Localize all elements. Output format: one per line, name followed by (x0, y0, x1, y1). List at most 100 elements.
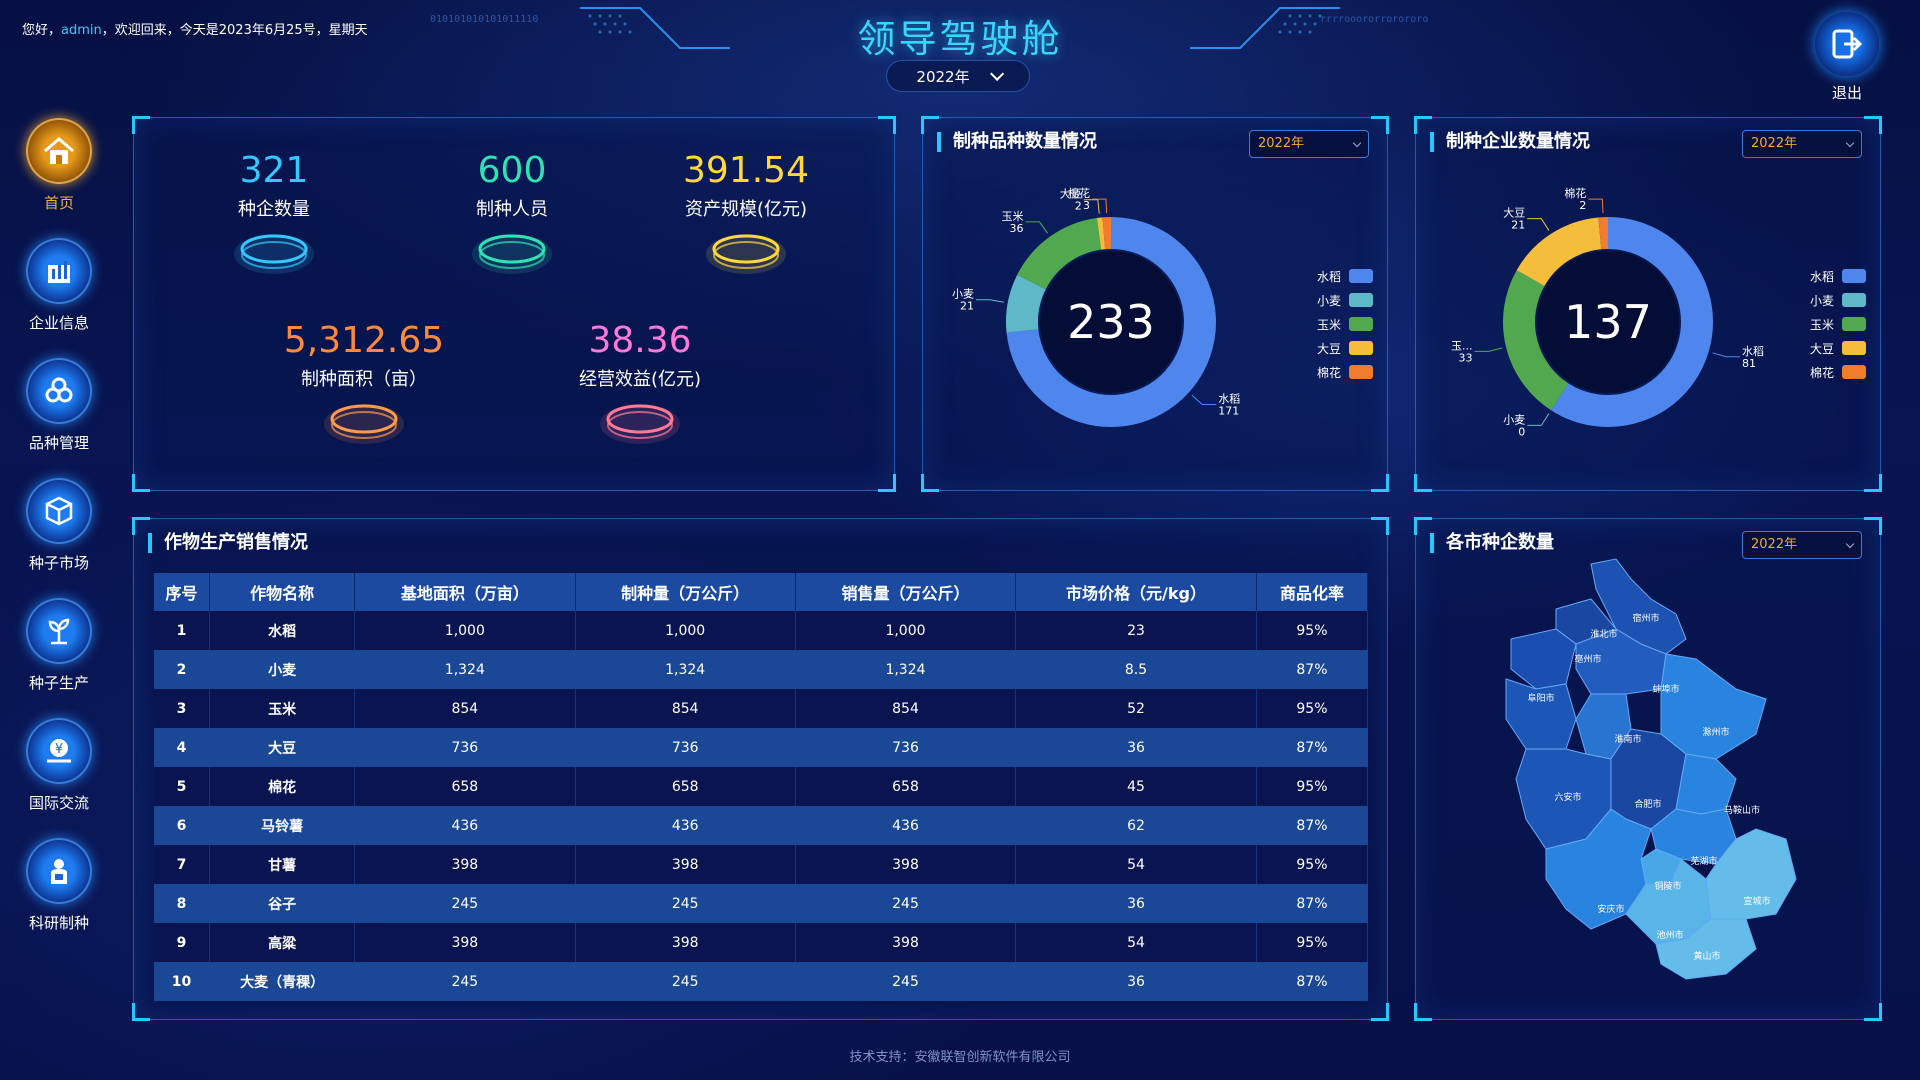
stat-value: 600 (477, 150, 547, 191)
legend-item[interactable]: 小麦 (1786, 288, 1866, 312)
header-decoration-left: 010101010101011110 (430, 7, 730, 49)
enterprise-legend: 水稻小麦玉米大豆 棉花 (1786, 264, 1866, 384)
donut-slice-玉米[interactable] (1503, 270, 1569, 411)
legend-item[interactable]: 棉花 (1293, 360, 1373, 384)
stat-value: 5,312.65 (283, 320, 445, 361)
donut-label-name: 小麦 (952, 288, 974, 301)
exchange-icon: ¥ (26, 718, 92, 784)
map-year-select[interactable]: 2022年 (1742, 531, 1862, 559)
panel-title: 作物生产销售情况 (148, 533, 308, 553)
donut-slice-大豆[interactable] (1096, 217, 1106, 250)
sidebar-item-home[interactable]: 首页 (18, 118, 100, 238)
table-cell: 1 (154, 611, 211, 650)
table-cell: 95% (1256, 767, 1369, 806)
table-row: 7 甘薯 398 398 398 54 95% (154, 845, 1369, 884)
map-region-fuyang (1505, 678, 1577, 750)
map-region-huangshan (1655, 918, 1757, 980)
donut-leader-line (1025, 221, 1049, 234)
table-header-cell: 销售量（万公斤） (795, 573, 1017, 611)
donut-leader-line (1191, 394, 1217, 405)
map-region-bozhou (1510, 628, 1577, 690)
variety-legend: 水稻 小麦 玉米大豆棉花 (1293, 264, 1373, 384)
donut-slice-玉米[interactable] (1017, 217, 1102, 290)
donut-slice-小麦[interactable] (1006, 274, 1047, 333)
sidebar-item-variety[interactable]: 品种管理 (18, 358, 100, 478)
donut-leader-line (1527, 413, 1550, 426)
variety-year-select[interactable]: 2022年 (1249, 130, 1369, 158)
table-cell: 玉米 (209, 689, 356, 728)
sidebar-nav: 首页 企业信息 品种管理 种子市场 种子生产 ¥ 国际交流 科研制种 (18, 118, 100, 958)
map-city-label: 黄山市 (1693, 950, 1720, 962)
panel-title: 制种企业数量情况 (1430, 132, 1590, 152)
sidebar-item-market[interactable]: 种子市场 (18, 478, 100, 598)
map-city-label: 滁州市 (1702, 726, 1729, 738)
table-cell: 5 (154, 767, 211, 806)
donut-slice-水稻[interactable] (1551, 217, 1713, 427)
donut-leader-line (1527, 218, 1550, 231)
footer-credit: 技术支持：安徽联智创新软件有限公司 (849, 1050, 1071, 1065)
donut-label-name: 水稻 (1218, 392, 1240, 405)
legend-item[interactable]: 大豆 (1786, 336, 1866, 360)
sidebar-item-production[interactable]: 种子生产 (18, 598, 100, 718)
table-cell: 棉花 (209, 767, 356, 806)
stat-enterprise-count: 321 种企数量 (164, 150, 384, 279)
map-city-label: 马鞍山市 (1724, 804, 1760, 816)
legend-label: 玉米 (1809, 317, 1834, 332)
table-cell: 1,324 (354, 650, 576, 689)
building-icon (26, 238, 92, 304)
table-cell: 54 (1015, 923, 1257, 962)
table-cell: 4 (154, 728, 211, 767)
table-cell: 小麦 (209, 650, 356, 689)
map-city-label: 宣城市 (1743, 895, 1770, 907)
legend-item[interactable]: 大豆 (1293, 336, 1373, 360)
table-cell: 87% (1256, 650, 1369, 689)
table-header-cell: 作物名称 (209, 573, 356, 611)
donut-label-name: 大豆 (1503, 206, 1525, 220)
legend-item[interactable]: 棉花 (1786, 360, 1866, 384)
table-cell: 1,000 (354, 611, 576, 650)
donut-label-value: 33 (1459, 351, 1473, 364)
select-value: 2022年 (1751, 537, 1798, 552)
province-map: 宿州市 淮北市 亳州市 阜阳市 蚌埠市 淮南市 滁州市 六安市 合肥市 马鞍山市… (1505, 558, 1797, 980)
sidebar-item-label: 科研制种 (28, 914, 89, 932)
legend-item[interactable]: 玉米 (1786, 312, 1866, 336)
donut-label-value: 36 (1010, 222, 1024, 235)
donut-slice-水稻[interactable] (1006, 217, 1216, 427)
legend-item[interactable]: 玉米 (1293, 312, 1373, 336)
donut-leader-line (976, 299, 1004, 303)
table-cell: 大麦（青稞） (209, 962, 356, 1001)
stat-value: 391.54 (683, 150, 809, 191)
legend-item[interactable]: 水稻 (1786, 264, 1866, 288)
stats-panel: 321 种企数量 600 制种人员 391.54 资产规模(亿元) 5,312.… (132, 116, 896, 492)
map-city-label: 池州市 (1656, 929, 1683, 941)
logout-label: 退出 (1831, 84, 1862, 102)
map-region-suzhou (1590, 558, 1687, 655)
variety-icon (26, 358, 92, 424)
table-cell: 45 (1015, 767, 1257, 806)
donut-center (1537, 251, 1679, 393)
donut-label-name: 玉米 (1002, 210, 1024, 223)
global-year-select[interactable]: 2022年 (886, 60, 1030, 92)
table-row: 2 小麦 1,324 1,324 1,324 8.5 87% (154, 650, 1369, 689)
donut-slice-大豆[interactable] (1516, 217, 1602, 287)
legend-label: 水稻 (1809, 269, 1834, 284)
table-cell: 95% (1256, 689, 1369, 728)
sidebar-item-research[interactable]: 科研制种 (18, 838, 100, 958)
donut-label-name: 棉花 (1564, 186, 1586, 200)
enterprise-year-select[interactable]: 2022年 (1742, 130, 1862, 158)
table-row: 5 棉花 658 658 658 45 95% (154, 767, 1369, 806)
legend-item[interactable]: 小麦 (1293, 288, 1373, 312)
table-cell: 736 (575, 728, 796, 767)
map-region-anqing (1545, 808, 1652, 930)
table-cell: 36 (1015, 884, 1257, 923)
table-cell: 854 (354, 689, 576, 728)
sidebar-item-international[interactable]: ¥ 国际交流 (18, 718, 100, 838)
sidebar-item-enterprise[interactable]: 企业信息 (18, 238, 100, 358)
ring-decoration-icon (600, 404, 680, 444)
logout-button[interactable]: 退出 (1812, 12, 1882, 103)
legend-label: 大豆 (1316, 341, 1341, 356)
donut-leader-line (1474, 347, 1503, 352)
legend-item[interactable]: 水稻 (1293, 264, 1373, 288)
donut-label-value: 0 (1518, 425, 1525, 438)
donut-total: 233 (1067, 295, 1155, 349)
